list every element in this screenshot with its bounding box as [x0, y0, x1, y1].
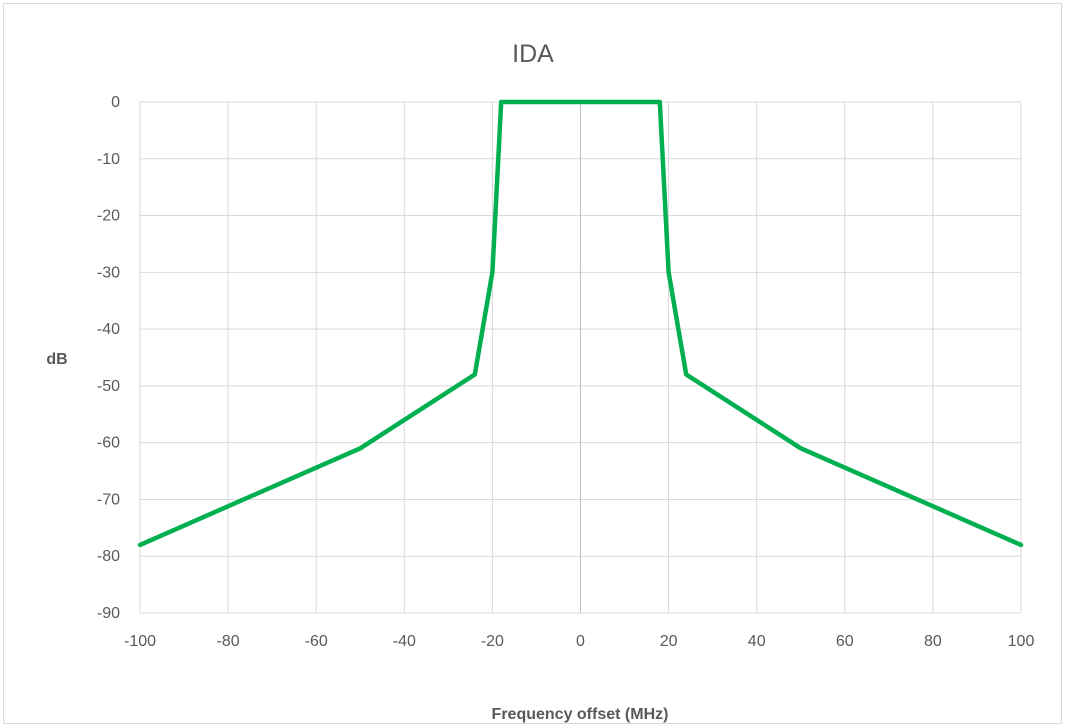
y-tick-label: -20 [97, 208, 120, 225]
y-tick-label: -60 [97, 435, 120, 452]
y-tick-label: -70 [97, 491, 120, 508]
x-tick-label: 80 [924, 633, 942, 650]
y-tick-label: -40 [97, 321, 120, 338]
y-tick-label: -30 [97, 264, 120, 281]
y-tick-label: 0 [111, 94, 120, 111]
series-line [137, 99, 1024, 548]
y-axis-label: dB [46, 351, 67, 368]
x-tick-label: 100 [1008, 633, 1035, 650]
x-tick-label: -100 [124, 633, 156, 650]
x-tick-label: -60 [305, 633, 328, 650]
chart-title: IDA [512, 40, 554, 68]
x-tick-label: 60 [836, 633, 854, 650]
x-tick-label: -80 [217, 633, 240, 650]
gridlines [139, 101, 1022, 614]
x-axis-label: Frequency offset (MHz) [492, 706, 669, 723]
x-tick-label: 20 [660, 633, 678, 650]
y-tick-label: -80 [97, 548, 120, 565]
x-tick-label: 0 [576, 633, 585, 650]
x-tick-label: -40 [393, 633, 416, 650]
chart-frame [3, 3, 1062, 724]
x-tick-label: 40 [748, 633, 766, 650]
series-layer [137, 99, 1024, 548]
y-tick-label: -10 [97, 151, 120, 168]
tick-labels: 0 -10 -20 -30 -40 -50 -60 -70 -80 -90-100 -80 -60 -4… [97, 94, 1035, 650]
y-tick-label: -50 [97, 378, 120, 395]
x-tick-label: -20 [481, 633, 504, 650]
y-tick-label: -90 [97, 605, 120, 622]
